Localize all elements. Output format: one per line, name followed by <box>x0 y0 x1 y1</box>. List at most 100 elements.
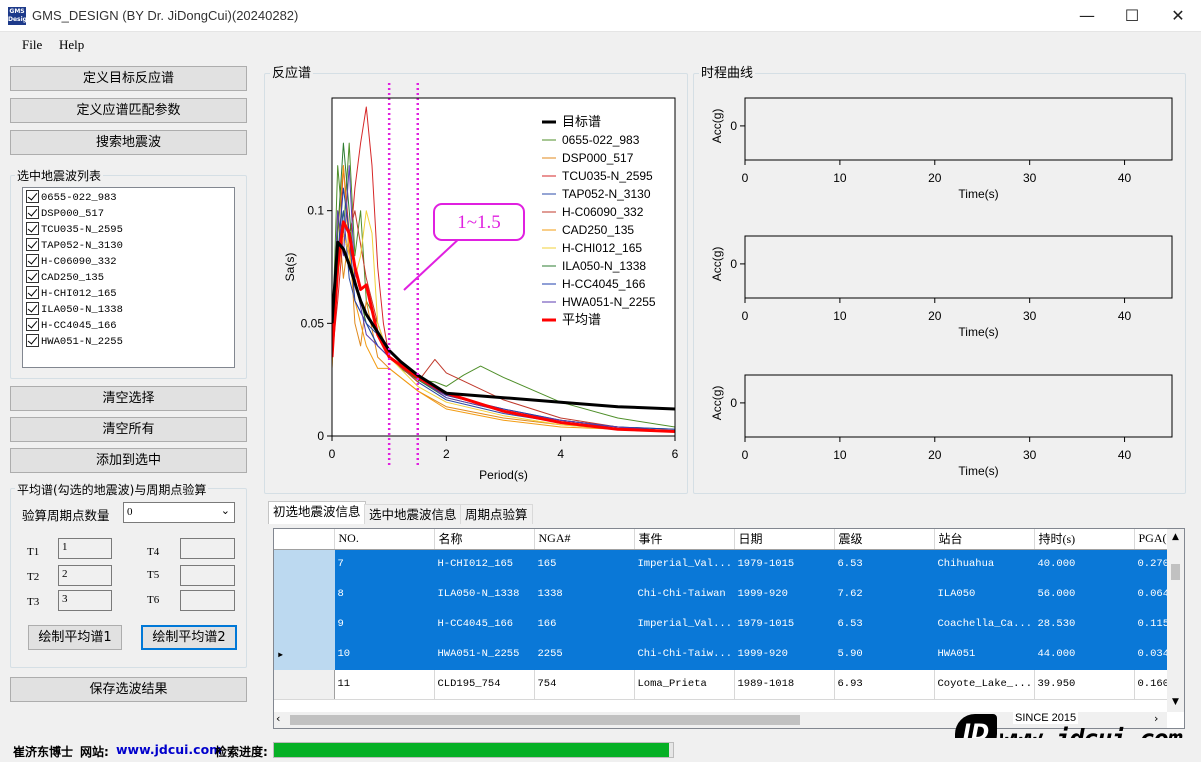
checkbox-checked-icon[interactable] <box>26 334 39 347</box>
menu-help[interactable]: Help <box>59 37 85 52</box>
table-cell[interactable]: Imperial_Val... <box>634 609 735 640</box>
table-cell[interactable]: 28.530 <box>1034 609 1135 640</box>
table-cell[interactable]: 1989-1018 <box>734 669 835 700</box>
scroll-right-icon[interactable]: › <box>1154 712 1159 725</box>
column-header[interactable]: 名称 <box>434 529 535 550</box>
plot-average-1-button[interactable]: 绘制平均谱1 <box>28 625 122 650</box>
scroll-up-icon[interactable]: ▲ <box>1172 532 1179 542</box>
table-cell[interactable]: Chihuahua <box>934 549 1035 580</box>
search-waves-button[interactable]: 搜索地震波 <box>10 130 247 155</box>
table-cell[interactable]: 166 <box>534 609 635 640</box>
column-header[interactable]: NGA# <box>534 529 635 550</box>
checkbox-checked-icon[interactable] <box>26 318 39 331</box>
table-cell[interactable]: 1979-1015 <box>734 609 835 640</box>
add-to-selected-button[interactable]: 添加到选中 <box>10 448 247 473</box>
checkbox-checked-icon[interactable] <box>26 238 39 251</box>
wave-list-item[interactable]: HWA051-N_2255 <box>26 334 123 350</box>
row-header[interactable] <box>274 669 335 700</box>
table-cell[interactable]: 6.53 <box>834 549 935 580</box>
table-cell[interactable]: HWA051-N_2255 <box>434 639 535 670</box>
selected-waves-list[interactable]: 0655-022_983 DSP000_517 TCU035-N_2595 TAP05… <box>22 187 235 368</box>
t1-field[interactable]: 1 <box>58 538 112 559</box>
column-header[interactable]: 震级 <box>834 529 935 550</box>
table-cell[interactable]: 11 <box>334 669 435 700</box>
checkbox-checked-icon[interactable] <box>26 190 39 203</box>
table-cell[interactable]: 1999-920 <box>734 639 835 670</box>
table-cell[interactable]: 754 <box>534 669 635 700</box>
column-header[interactable]: NO. <box>334 529 435 550</box>
table-cell[interactable]: Imperial_Val... <box>634 549 735 580</box>
wave-list-item[interactable]: H-CC4045_166 <box>26 318 117 334</box>
wave-list-item[interactable]: ILA050-N_1338 <box>26 302 123 318</box>
table-cell[interactable]: 2255 <box>534 639 635 670</box>
tab-selected-waves[interactable]: 选中地震波信息 <box>364 504 462 524</box>
t3-field[interactable]: 3 <box>58 590 112 611</box>
table-cell[interactable]: Chi-Chi-Taiw... <box>634 639 735 670</box>
table-cell[interactable]: HWA051 <box>934 639 1035 670</box>
table-cell[interactable]: 1979-1015 <box>734 549 835 580</box>
vertical-scroll-thumb[interactable] <box>1171 564 1180 580</box>
horizontal-scrollbar[interactable]: ‹ › <box>274 712 1167 728</box>
table-cell[interactable]: 56.000 <box>1034 579 1135 610</box>
t6-field[interactable] <box>180 590 235 611</box>
row-header[interactable] <box>274 609 335 640</box>
website-link[interactable]: www.jdcui.com <box>116 742 223 757</box>
table-cell[interactable]: 5.90 <box>834 639 935 670</box>
checkbox-checked-icon[interactable] <box>26 254 39 267</box>
clear-selection-button[interactable]: 清空选择 <box>10 386 247 411</box>
table-cell[interactable]: 1999-920 <box>734 579 835 610</box>
column-header[interactable]: 站台 <box>934 529 1035 550</box>
table-cell[interactable]: Coyote_Lake_... <box>934 669 1035 700</box>
plot-average-2-button[interactable]: 绘制平均谱2 <box>141 625 237 650</box>
clear-all-button[interactable]: 清空所有 <box>10 417 247 442</box>
row-header[interactable] <box>274 579 335 610</box>
t2-field[interactable]: 2 <box>58 565 112 586</box>
maximize-button[interactable]: ☐ <box>1124 6 1140 25</box>
table-cell[interactable]: 10 <box>334 639 435 670</box>
vertical-scrollbar[interactable]: ▲ ▼ <box>1167 529 1184 712</box>
wave-list-item[interactable]: CAD250_135 <box>26 270 104 286</box>
wave-list-item[interactable]: 0655-022_983 <box>26 190 117 206</box>
table-row[interactable]: 7 H-CHI012_165 165 Imperial_Val... 1979-1015… <box>274 549 1175 580</box>
column-header[interactable]: 事件 <box>634 529 735 550</box>
table-cell[interactable]: ILA050 <box>934 579 1035 610</box>
table-cell[interactable]: 44.000 <box>1034 639 1135 670</box>
scroll-down-icon[interactable]: ▼ <box>1172 697 1179 707</box>
column-header[interactable]: 日期 <box>734 529 835 550</box>
table-cell[interactable]: 39.950 <box>1034 669 1135 700</box>
table-cell[interactable]: H-CC4045_166 <box>434 609 535 640</box>
checkbox-checked-icon[interactable] <box>26 270 39 283</box>
table-row[interactable]: 11 CLD195_754 754 Loma_Prieta 1989-1018 6.93 C… <box>274 669 1175 700</box>
save-results-button[interactable]: 保存选波结果 <box>10 677 247 702</box>
column-header[interactable]: PGA( <box>1134 529 1175 550</box>
close-button[interactable]: ✕ <box>1171 6 1185 25</box>
menu-file[interactable]: File <box>22 37 43 52</box>
scroll-left-icon[interactable]: ‹ <box>276 712 281 725</box>
table-cell[interactable]: 6.53 <box>834 609 935 640</box>
waves-table[interactable]: NO. 名称 NGA# 事件 日期 震级 站台 持时(s) PGA( 7 H-CHI012_165… <box>273 528 1185 729</box>
row-header[interactable] <box>274 549 335 580</box>
table-cell[interactable]: 40.000 <box>1034 549 1135 580</box>
t5-field[interactable] <box>180 565 235 586</box>
table-row[interactable]: 8 ILA050-N_1338 1338 Chi-Chi-Taiwan 1999-920… <box>274 579 1175 610</box>
table-cell[interactable]: Chi-Chi-Taiwan <box>634 579 735 610</box>
table-cell[interactable]: H-CHI012_165 <box>434 549 535 580</box>
checkbox-checked-icon[interactable] <box>26 222 39 235</box>
period-count-select[interactable]: 0 ⌄ <box>123 502 235 523</box>
column-header[interactable]: 持时(s) <box>1034 529 1135 550</box>
horizontal-scroll-thumb[interactable] <box>290 715 800 725</box>
table-row[interactable]: ▸ 10 HWA051-N_2255 2255 Chi-Chi-Taiw... 1999-… <box>274 639 1175 670</box>
table-row[interactable]: 9 H-CC4045_166 166 Imperial_Val... 1979-1015… <box>274 609 1175 640</box>
tab-period-check[interactable]: 周期点验算 <box>460 504 533 524</box>
table-cell[interactable]: 7 <box>334 549 435 580</box>
wave-list-item[interactable]: TCU035-N_2595 <box>26 222 123 238</box>
checkbox-checked-icon[interactable] <box>26 286 39 299</box>
minimize-button[interactable]: — <box>1079 6 1095 25</box>
wave-list-item[interactable]: TAP052-N_3130 <box>26 238 123 254</box>
table-cell[interactable]: Coachella_Ca... <box>934 609 1035 640</box>
define-target-spectrum-button[interactable]: 定义目标反应谱 <box>10 66 247 91</box>
checkbox-checked-icon[interactable] <box>26 302 39 315</box>
row-header[interactable]: ▸ <box>274 639 335 670</box>
define-matching-params-button[interactable]: 定义应谱匹配参数 <box>10 98 247 123</box>
table-cell[interactable]: CLD195_754 <box>434 669 535 700</box>
